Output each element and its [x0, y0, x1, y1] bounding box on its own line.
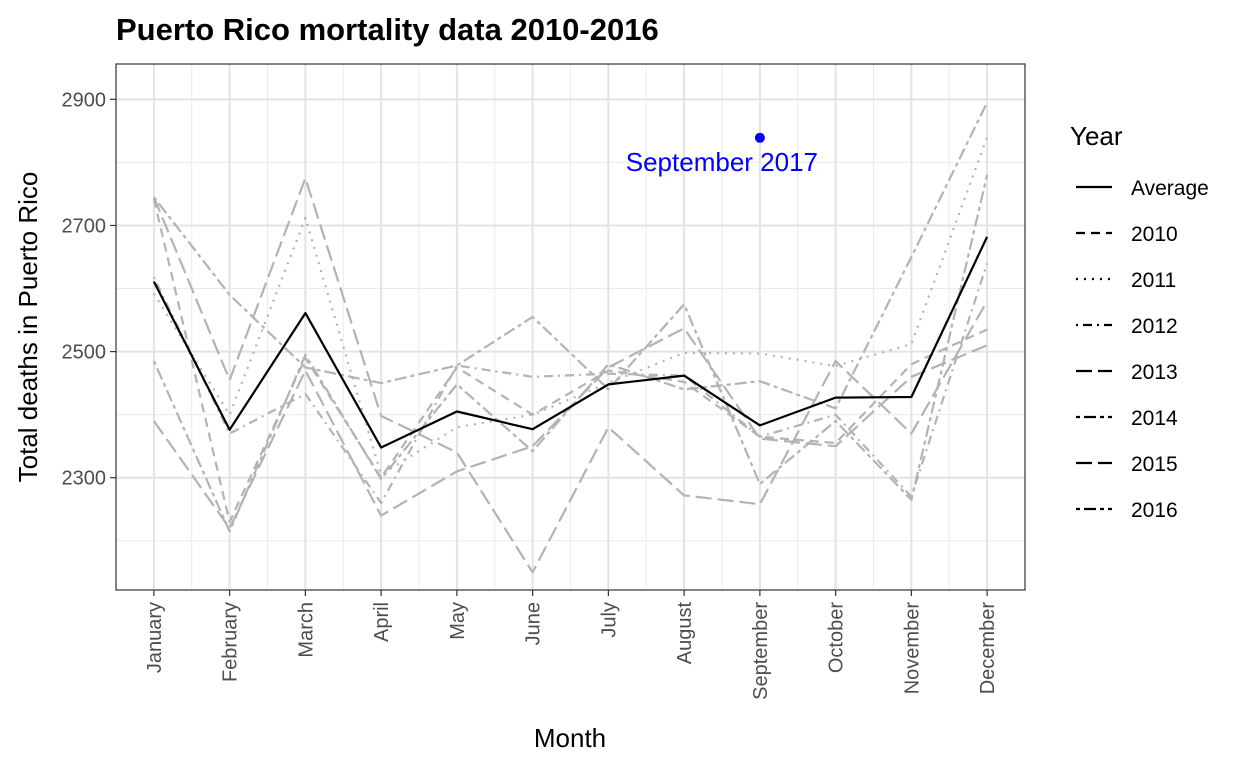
- x-tick-label: April: [371, 602, 393, 642]
- x-tick-label: February: [220, 602, 242, 682]
- legend-label: 2012: [1131, 315, 1178, 338]
- y-tick-label: 2900: [62, 89, 107, 111]
- annotations: September 2017: [626, 132, 818, 177]
- x-tick-label: August: [674, 602, 696, 665]
- y-axis-title: Total deaths in Puerto Rico: [13, 172, 43, 483]
- x-tick-label: July: [598, 602, 620, 638]
- legend-label: 2014: [1131, 407, 1178, 430]
- y-tick-label: 2700: [62, 215, 107, 237]
- legend-title: Year: [1070, 121, 1123, 151]
- x-tick-label: December: [977, 602, 999, 695]
- legend-label: 2013: [1131, 361, 1178, 384]
- plot-panel: September 2017: [115, 63, 1026, 591]
- x-axis-title: Month: [534, 723, 606, 753]
- series-line-2015: [152, 177, 989, 574]
- series-line-2016: [153, 174, 989, 501]
- x-tick-label: March: [295, 602, 317, 658]
- legend-label: Average: [1131, 177, 1209, 200]
- y-axis: 2300 2500 2700 2900: [62, 89, 116, 490]
- legend-label: 2011: [1131, 269, 1176, 292]
- minor-gridlines: [116, 64, 1025, 590]
- annotation-point: [754, 132, 765, 143]
- legend-label: 2015: [1131, 453, 1178, 476]
- x-tick-label: October: [826, 602, 848, 673]
- x-tick-label: January: [144, 602, 166, 673]
- legend-items: Average 2010 2011 2012 2013 2014 2015 2016: [1076, 177, 1209, 522]
- major-gridlines: [116, 64, 1025, 590]
- legend-label: 2010: [1131, 223, 1178, 246]
- x-tick-label: November: [901, 602, 923, 695]
- x-axis: January February March April May June July Augu…: [144, 590, 999, 700]
- annotation-label: September 2017: [626, 147, 818, 177]
- series-lines: [152, 102, 989, 574]
- y-tick-label: 2500: [62, 342, 107, 364]
- series-line-2012: [152, 262, 989, 505]
- chart-title: Puerto Rico mortality data 2010-2016: [116, 12, 659, 47]
- y-tick-label: 2300: [62, 468, 107, 490]
- plot-border: [115, 63, 1026, 591]
- series-line-average: [152, 236, 989, 449]
- x-tick-label: June: [523, 602, 545, 645]
- x-tick-label: May: [447, 602, 469, 640]
- x-tick-label: September: [750, 602, 772, 700]
- legend: Year Average 2010 2011 2012 2013 2014 2015 2016: [1070, 121, 1209, 522]
- legend-label: 2016: [1131, 499, 1178, 522]
